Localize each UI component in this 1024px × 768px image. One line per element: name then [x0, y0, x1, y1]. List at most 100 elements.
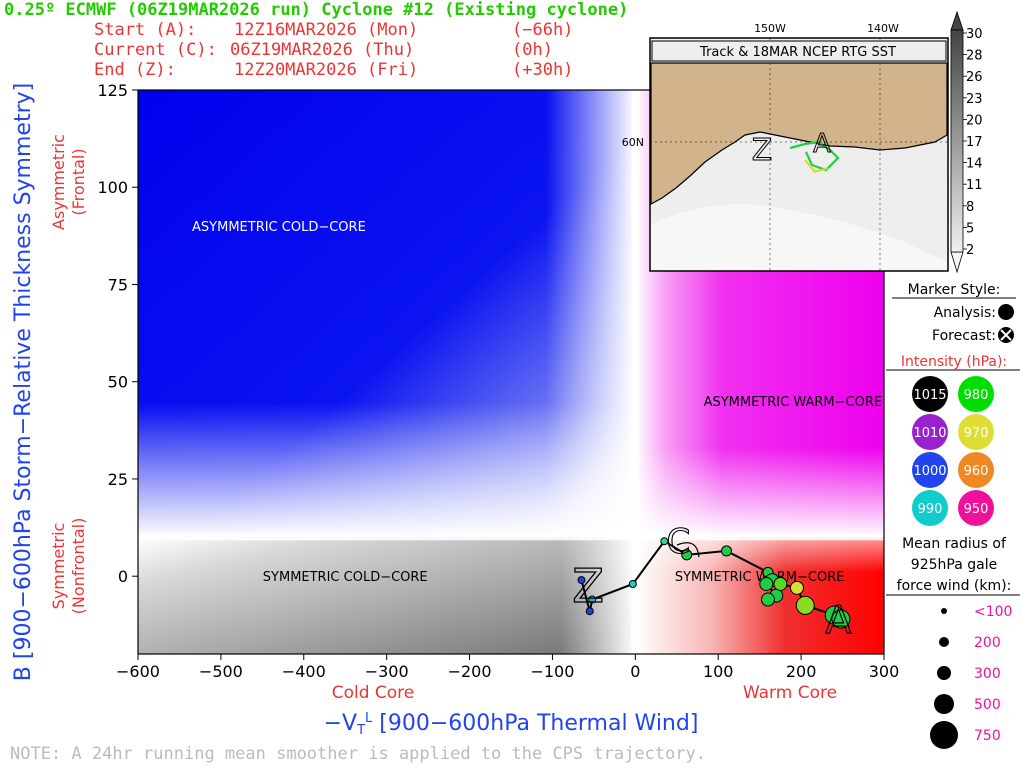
page-title: 0.25º ECMWF (06Z19MAR2026 run) Cyclone #…	[4, 0, 629, 20]
asym-side-label-1: Asymmetric	[49, 134, 68, 230]
intensity-value: 980	[964, 388, 989, 403]
axis-titles: −VTL [900−600hPa Thermal Wind] B [900−600…	[11, 83, 837, 738]
radius-label: <100	[974, 604, 1012, 620]
intensity-value: 970	[964, 426, 989, 441]
x-tick-label: 200	[786, 662, 817, 681]
inset-start-marker: Z	[752, 133, 773, 168]
intensity-swatch	[912, 490, 948, 526]
radius-swatch	[934, 694, 954, 714]
asym-side-label-2: (Frontal)	[69, 148, 88, 215]
intensity-value: 1000	[913, 464, 946, 479]
x-tick-label: 300	[869, 662, 900, 681]
forecast-marker-cross	[1000, 329, 1012, 341]
inset-track-map: Track & 18MAR NCEP RTG SST 150W 140W 60N Z A	[622, 22, 949, 272]
trajectory-point	[759, 576, 774, 591]
sym-cold-fade-h	[138, 537, 636, 654]
x-tick-label: −100	[530, 662, 574, 681]
trajectory-point	[681, 549, 693, 561]
chart-axes: −600 −500 −400 −300 −200 −100 0 100 200 300 0 25 50 7…	[97, 81, 899, 681]
colorbar-label: 11	[966, 178, 983, 193]
inset-track	[789, 140, 840, 172]
colorbar-top-arrow	[950, 10, 964, 31]
colorbar-label: 30	[966, 27, 983, 42]
radius-label: 750	[974, 728, 1001, 744]
forecast-arc	[676, 542, 700, 558]
analysis-label: Analysis:	[934, 305, 996, 321]
start-marker: Z	[572, 559, 604, 613]
y-tick-label: 75	[108, 275, 128, 294]
colorbar-label: 14	[966, 157, 983, 172]
y-tick-label: 100	[97, 178, 128, 197]
radius-label: 500	[974, 697, 1001, 713]
vtl-zero-band	[631, 90, 640, 654]
y-tick-label: 125	[97, 81, 128, 100]
marker-style-title: Marker Style:	[908, 282, 1001, 298]
asym-cold-fade-v	[138, 90, 636, 538]
intensity-swatch	[958, 376, 994, 412]
trajectory-point	[831, 609, 851, 629]
trajectory-point	[795, 595, 815, 615]
cold-core-label: Cold Core	[332, 683, 415, 703]
start-offset: (−66h)	[512, 20, 574, 40]
intensity-swatch	[958, 490, 994, 526]
inset-track-tail	[804, 159, 829, 174]
x-tick-label: 100	[703, 662, 734, 681]
intensity-value: 1010	[913, 426, 946, 441]
trajectory-point	[721, 545, 733, 557]
trajectory-point	[773, 576, 788, 591]
smoother-note: NOTE: A 24hr running mean smoother is ap…	[10, 744, 706, 764]
colorbar-label: 28	[966, 49, 983, 64]
colorbar-label: 26	[966, 70, 983, 85]
marker-legend: Marker Style: Analysis: Forecast: Intensity…	[886, 282, 1020, 749]
asym-cold-label: ASYMMETRIC COLD−CORE	[192, 220, 366, 235]
y-tick-label: 25	[108, 470, 128, 489]
inset-sst-warm	[651, 204, 947, 270]
colorbar-bottom-arrow	[950, 251, 964, 274]
trajectory-point	[760, 592, 775, 607]
intensity-title: Intensity (hPa):	[901, 354, 1007, 370]
radius-label: 300	[974, 666, 1001, 682]
x-axis-title: −VTL [900−600hPa Thermal Wind]	[324, 711, 699, 738]
inset-lat-60n: 60N	[622, 136, 644, 149]
radius-swatch	[930, 721, 958, 749]
x-axis-title-main: −V	[324, 711, 357, 736]
radius-title-3: force wind (km):	[897, 578, 1012, 594]
x-tick-label: −400	[282, 662, 326, 681]
current-label: Current (C):	[94, 40, 217, 60]
radius-label: 200	[974, 635, 1001, 651]
intensity-swatch	[912, 414, 948, 450]
x-tick-label: −300	[365, 662, 409, 681]
intensity-swatch	[912, 452, 948, 488]
trajectory-point	[588, 595, 597, 604]
trajectory-point	[660, 537, 669, 546]
sym-cold-label: SYMMETRIC COLD−CORE	[263, 570, 428, 585]
colorbar-label: 2	[966, 243, 974, 258]
end-label: End (Z):	[94, 60, 176, 80]
inset-title: Track & 18MAR NCEP RTG SST	[699, 45, 896, 60]
forecast-label: Forecast:	[932, 328, 996, 344]
end-marker: A	[825, 598, 851, 642]
colorbar-label: 17	[966, 135, 983, 150]
colorbar-label: 23	[966, 92, 983, 107]
trajectory-point	[628, 579, 637, 588]
end-time: 12Z20MAR2026 (Fri)	[234, 60, 419, 80]
radius-swatch	[941, 608, 947, 614]
radius-title-1: Mean radius of	[902, 536, 1007, 552]
current-offset: (0h)	[512, 40, 553, 60]
colorbar-label: 8	[966, 200, 974, 215]
y-tick-label: 50	[108, 373, 128, 392]
sym-warm-fade-v	[635, 537, 884, 654]
intensity-value: 990	[918, 502, 943, 517]
intensity-value: 950	[964, 502, 989, 517]
inset-end-marker: A	[813, 129, 831, 159]
warm-core-label: Warm Core	[743, 683, 837, 703]
asym-warm-label: ASYMMETRIC WARM−CORE	[704, 395, 882, 410]
trajectory-point	[789, 580, 804, 595]
inset-lon-150w: 150W	[754, 22, 786, 35]
current-time: 06Z19MAR2026 (Thu)	[230, 40, 415, 60]
sym-warm-label: SYMMETRIC WARM−CORE	[675, 570, 845, 585]
sym-side-label-1: Symmetric	[49, 523, 68, 610]
intensity-swatch	[912, 376, 948, 412]
x-axis-title-sub: T	[356, 723, 365, 738]
